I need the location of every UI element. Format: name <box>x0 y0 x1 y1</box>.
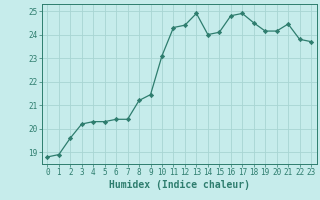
X-axis label: Humidex (Indice chaleur): Humidex (Indice chaleur) <box>109 180 250 190</box>
